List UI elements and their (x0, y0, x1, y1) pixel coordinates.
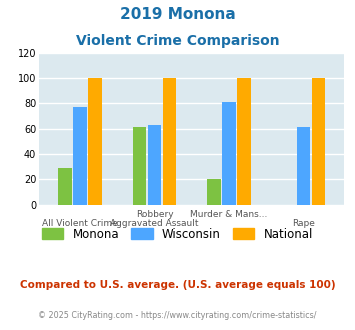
Text: Robbery: Robbery (136, 210, 173, 218)
Legend: Monona, Wisconsin, National: Monona, Wisconsin, National (38, 223, 317, 246)
Bar (148, 125, 161, 205)
Bar (207, 179, 221, 205)
Text: 2019 Monona: 2019 Monona (120, 7, 235, 22)
Bar (297, 127, 310, 205)
Bar (133, 127, 146, 205)
Text: All Violent Crime: All Violent Crime (42, 219, 118, 228)
Bar (222, 102, 236, 205)
Text: Rape: Rape (292, 219, 315, 228)
Bar (59, 168, 72, 205)
Bar (237, 78, 251, 205)
Text: Aggravated Assault: Aggravated Assault (110, 219, 199, 228)
Text: Violent Crime Comparison: Violent Crime Comparison (76, 34, 279, 48)
Text: © 2025 CityRating.com - https://www.cityrating.com/crime-statistics/: © 2025 CityRating.com - https://www.city… (38, 311, 317, 320)
Text: Murder & Mans...: Murder & Mans... (190, 210, 268, 218)
Bar (163, 78, 176, 205)
Bar (73, 107, 87, 205)
Bar (312, 78, 325, 205)
Bar (88, 78, 102, 205)
Text: Compared to U.S. average. (U.S. average equals 100): Compared to U.S. average. (U.S. average … (20, 280, 335, 290)
